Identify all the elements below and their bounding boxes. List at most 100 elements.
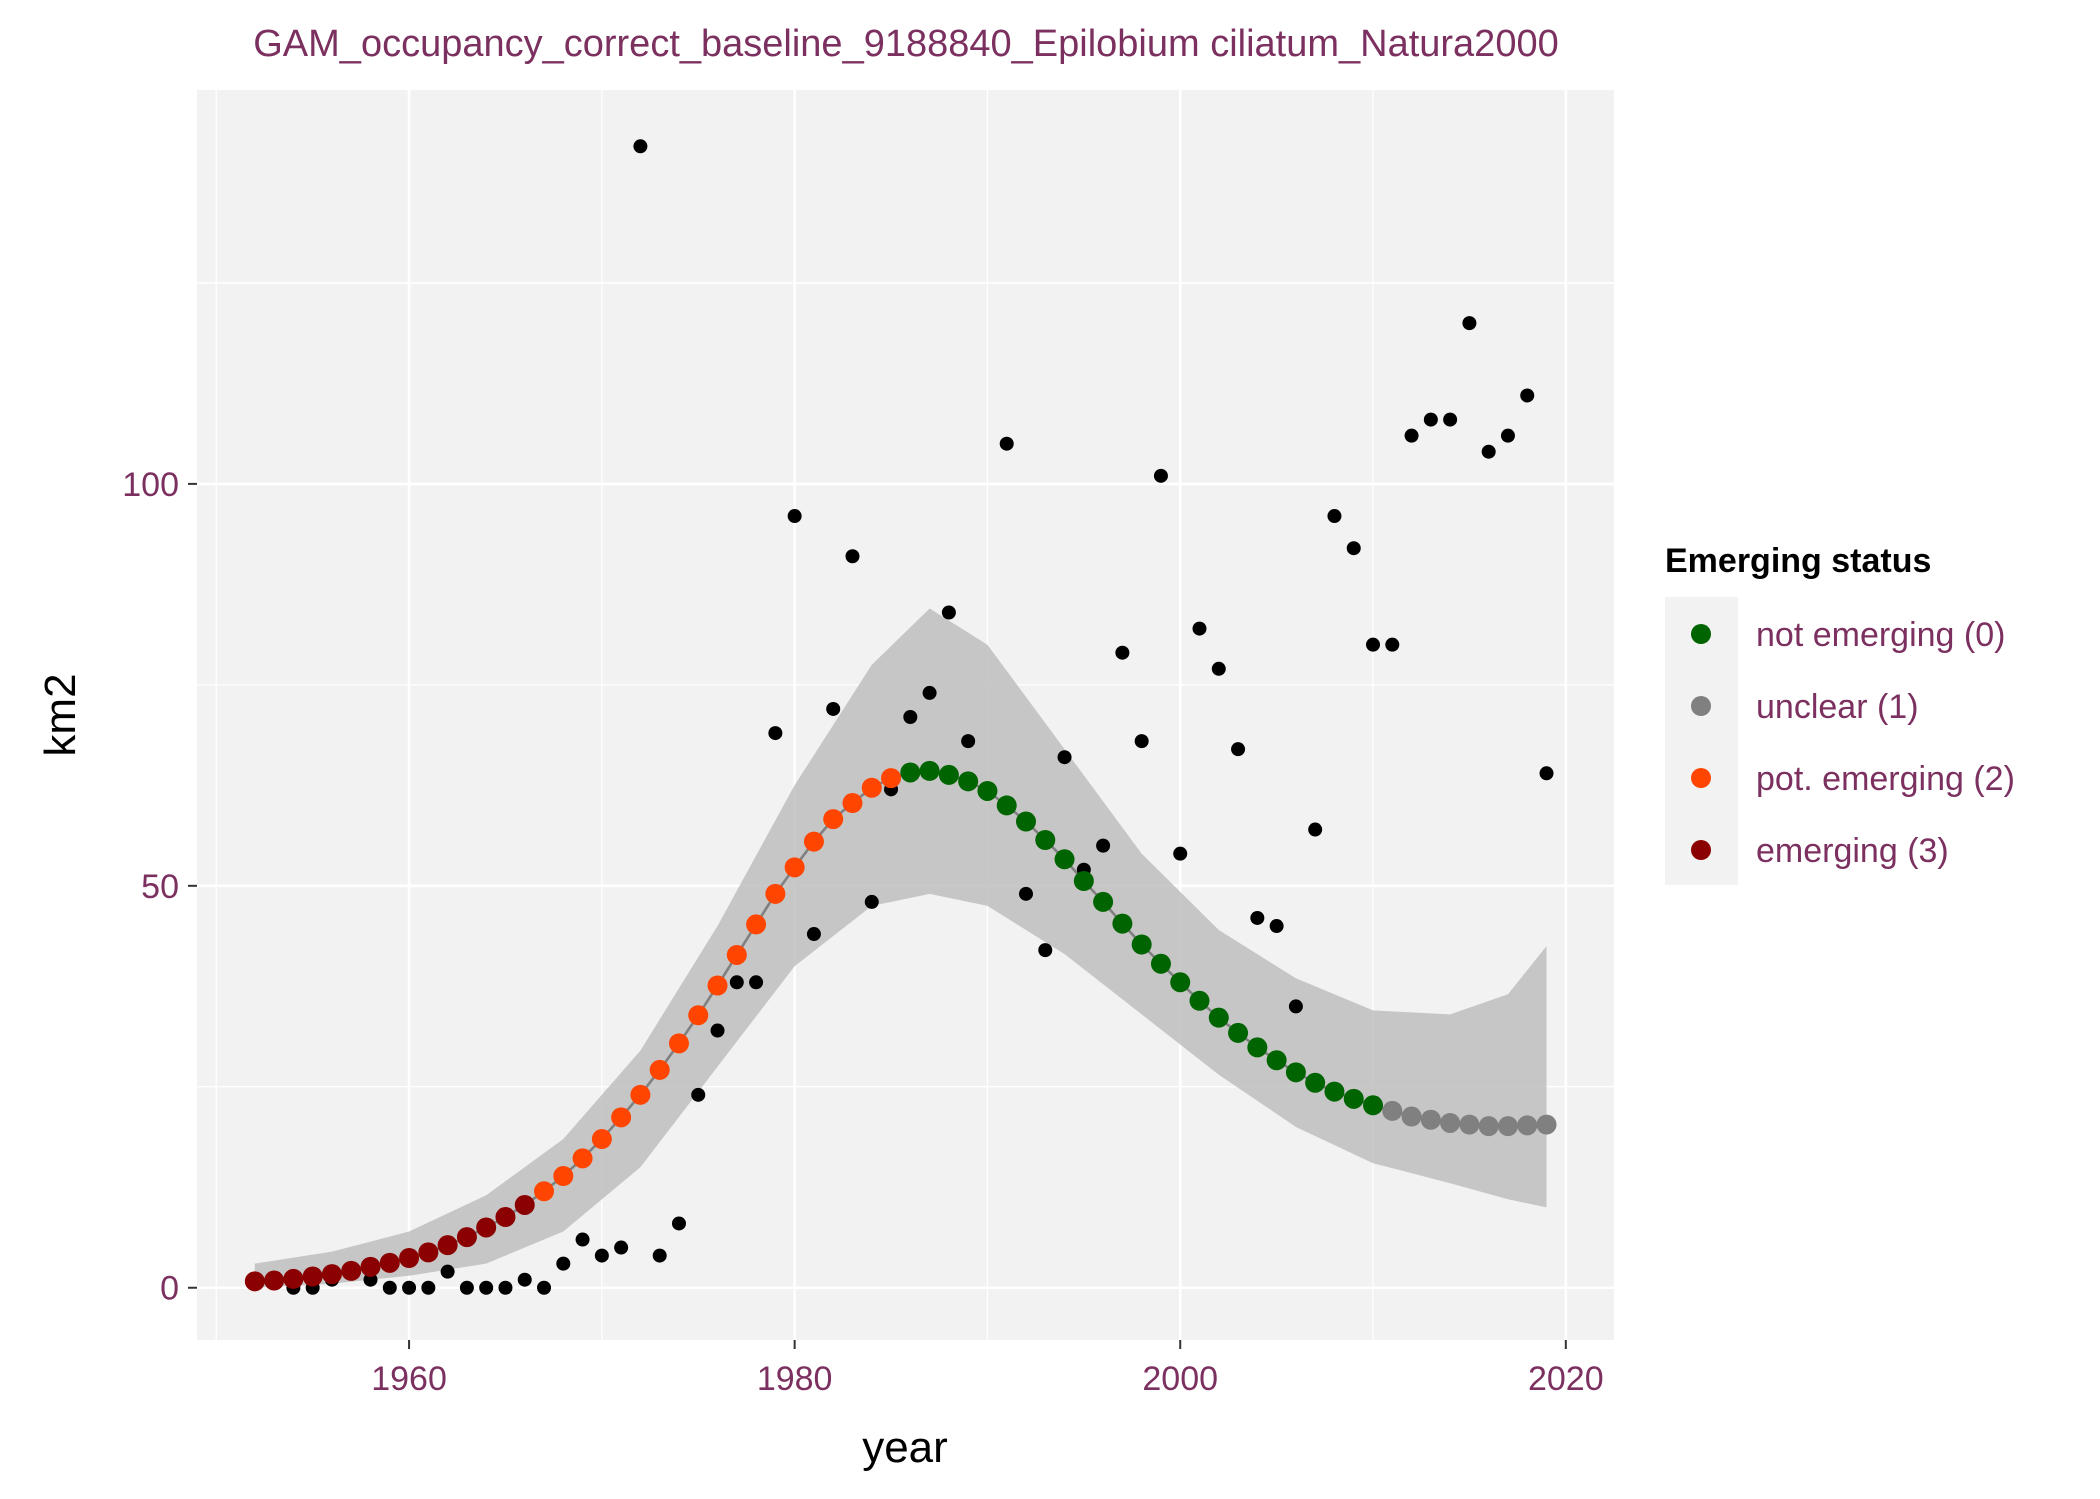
fitted-point xyxy=(630,1084,651,1105)
fitted-point xyxy=(649,1059,670,1080)
observed-point xyxy=(1481,444,1496,459)
fitted-point xyxy=(1363,1095,1384,1116)
observed-point xyxy=(1366,637,1381,652)
observed-point xyxy=(421,1280,436,1295)
observed-point xyxy=(806,927,821,942)
fitted-point xyxy=(1093,891,1114,912)
observed-point xyxy=(517,1272,532,1287)
observed-point xyxy=(922,685,937,700)
fitted-point xyxy=(881,768,902,789)
fitted-point xyxy=(264,1270,285,1291)
observed-point xyxy=(710,1023,725,1038)
observed-point xyxy=(652,1248,667,1263)
observed-point xyxy=(1211,661,1226,676)
observed-point xyxy=(382,1280,397,1295)
observed-point xyxy=(999,436,1014,451)
observed-point xyxy=(941,605,956,620)
observed-point xyxy=(1018,886,1033,901)
fitted-point xyxy=(456,1227,477,1248)
fitted-point xyxy=(919,760,940,781)
observed-point xyxy=(1173,846,1188,861)
fitted-point xyxy=(534,1181,555,1202)
observed-point xyxy=(826,701,841,716)
observed-point xyxy=(1423,412,1438,427)
fitted-point xyxy=(1015,811,1036,832)
fitted-point xyxy=(495,1207,516,1228)
legend-label-1: unclear (1) xyxy=(1756,688,1919,726)
fitted-point xyxy=(977,780,998,801)
observed-point xyxy=(633,139,648,154)
fitted-points-layer xyxy=(244,760,1557,1292)
fitted-point xyxy=(1054,849,1075,870)
y-tick-label: 50 xyxy=(141,868,179,906)
fitted-point xyxy=(842,793,863,814)
fitted-point xyxy=(900,762,921,783)
y-tick-label: 100 xyxy=(122,466,179,504)
observed-point xyxy=(1288,999,1303,1014)
fitted-point xyxy=(707,975,728,996)
observed-point xyxy=(575,1232,590,1247)
observed-point xyxy=(961,734,976,749)
fitted-point xyxy=(1382,1100,1403,1121)
observed-point xyxy=(479,1280,494,1295)
fitted-point xyxy=(823,809,844,830)
observed-point xyxy=(1520,388,1535,403)
x-axis-label: year xyxy=(862,1423,948,1472)
fitted-point xyxy=(1497,1116,1518,1137)
legend-label-0: not emerging (0) xyxy=(1756,616,2005,654)
fitted-point xyxy=(1459,1114,1480,1135)
fitted-point xyxy=(1420,1109,1441,1130)
y-axis-label: km2 xyxy=(36,673,85,756)
observed-point xyxy=(1308,822,1323,837)
observed-point xyxy=(440,1264,455,1279)
fitted-point xyxy=(1208,1007,1229,1028)
observed-point xyxy=(768,726,783,741)
fitted-point xyxy=(765,883,786,904)
observed-point xyxy=(729,975,744,990)
observed-point xyxy=(1057,750,1072,765)
observed-point xyxy=(537,1280,552,1295)
fitted-point xyxy=(572,1148,593,1169)
observed-point xyxy=(1269,919,1284,934)
fitted-point xyxy=(1073,870,1094,891)
fitted-point xyxy=(1305,1072,1326,1093)
fitted-point xyxy=(1170,972,1191,993)
observed-point xyxy=(402,1280,417,1295)
confidence-ribbon-layer xyxy=(254,608,1547,1288)
legend-entries: not emerging (0) unclear (1) pot. emerging… xyxy=(1691,616,2015,870)
fitted-point xyxy=(1266,1050,1287,1071)
fitted-point xyxy=(746,914,767,935)
legend: Emerging status not emerging (0) unclear … xyxy=(1665,542,2015,885)
fitted-point xyxy=(996,795,1017,816)
observed-point xyxy=(1250,910,1265,925)
observed-point xyxy=(1038,943,1053,958)
observed-point xyxy=(1385,637,1400,652)
confidence-ribbon xyxy=(254,608,1547,1288)
fitted-point xyxy=(861,777,882,798)
observed-point xyxy=(1153,468,1168,483)
observed-point xyxy=(1443,412,1458,427)
observed-point xyxy=(556,1256,571,1271)
observed-point xyxy=(1231,742,1246,757)
y-axis: 0 50 100 xyxy=(122,466,197,1308)
observed-point xyxy=(594,1248,609,1263)
legend-label-3: emerging (3) xyxy=(1756,832,1949,870)
observed-point xyxy=(459,1280,474,1295)
fitted-point xyxy=(726,944,747,965)
fitted-point xyxy=(688,1005,709,1026)
fitted-point xyxy=(958,771,979,792)
fitted-point xyxy=(1343,1088,1364,1109)
fitted-point xyxy=(1112,913,1133,934)
observed-point xyxy=(1192,621,1207,636)
observed-point xyxy=(1404,428,1419,443)
observed-point xyxy=(671,1216,686,1231)
legend-key-0 xyxy=(1691,624,1711,644)
chart-title: GAM_occupancy_correct_baseline_9188840_E… xyxy=(253,23,1558,65)
fitted-point xyxy=(283,1268,304,1289)
fitted-point xyxy=(244,1271,265,1292)
observed-point xyxy=(1346,541,1361,556)
fitted-point xyxy=(1035,830,1056,850)
fitted-point xyxy=(1536,1114,1557,1135)
x-tick-label: 2020 xyxy=(1528,1360,1604,1398)
